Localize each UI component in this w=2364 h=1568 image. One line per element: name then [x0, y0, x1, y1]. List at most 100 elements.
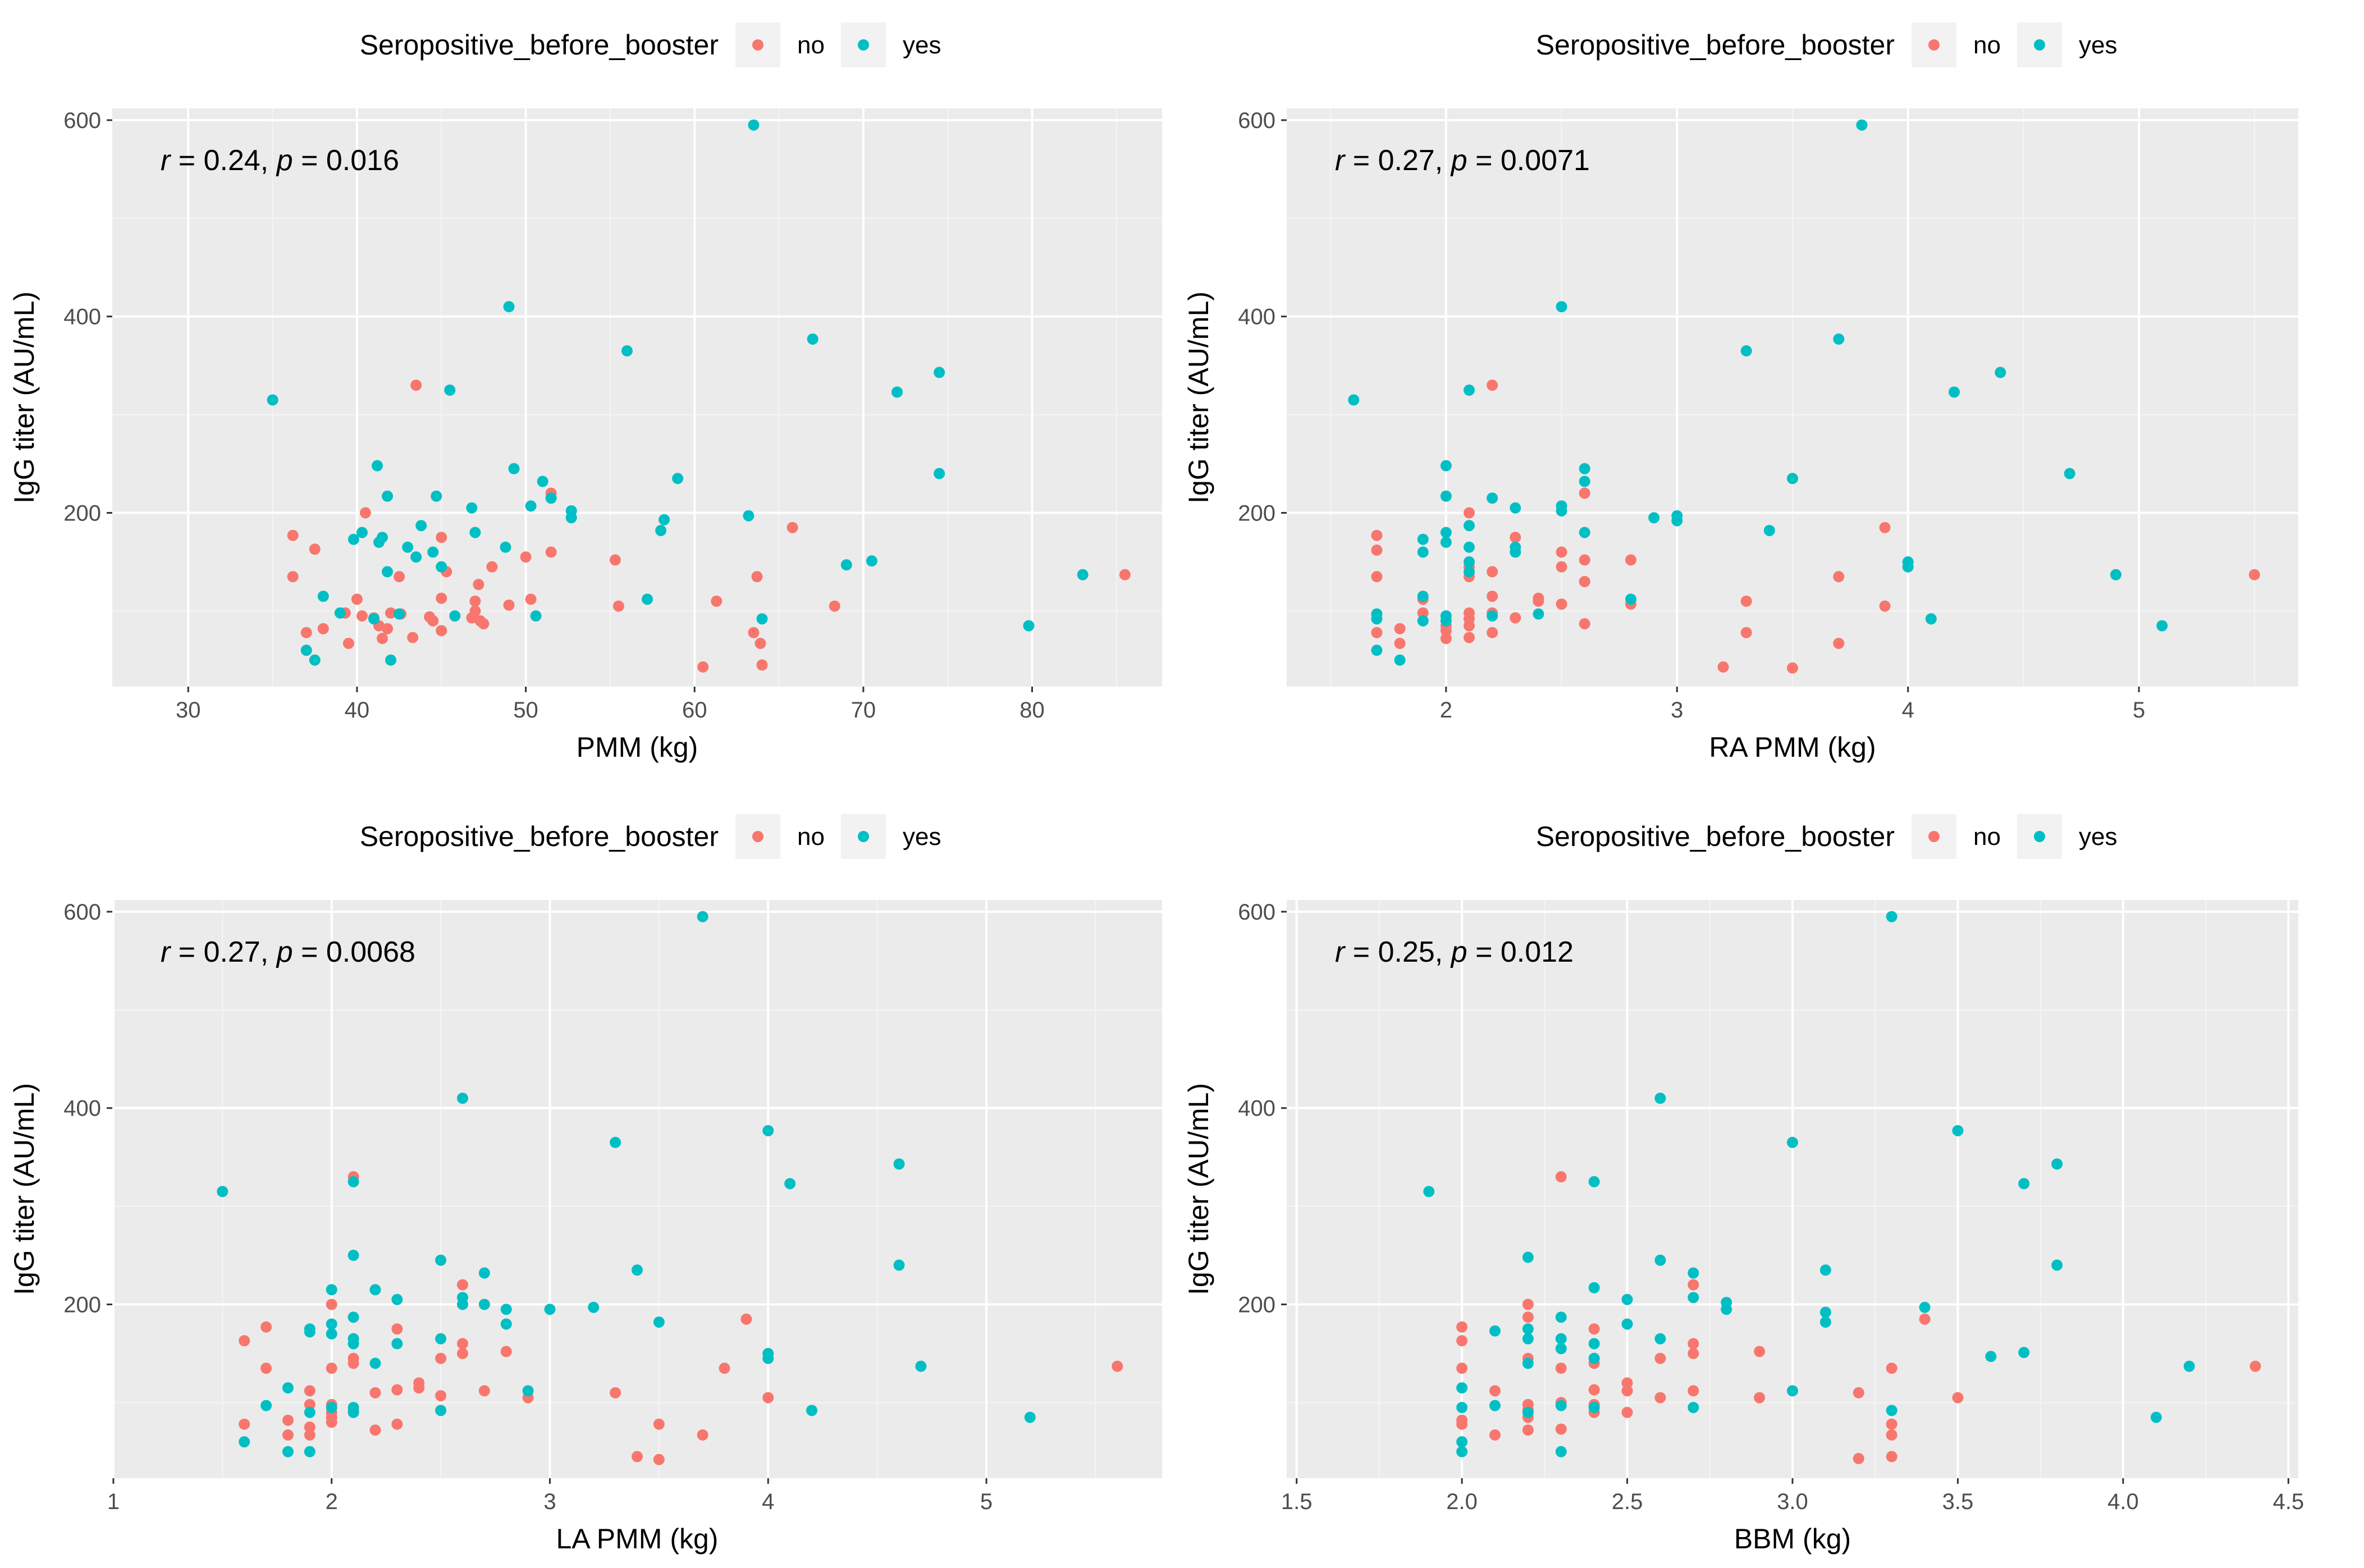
legend: Seropositive_before_booster no yes: [360, 22, 941, 67]
annotation-r-symbol: r: [1335, 144, 1346, 177]
y-tick-label: 400: [63, 1096, 101, 1121]
legend-marker-yes: [2034, 831, 2045, 842]
data-point-yes: [530, 610, 542, 622]
data-point-yes: [743, 510, 755, 522]
data-point-yes: [1902, 561, 1914, 573]
annotation-p-symbol: p: [276, 144, 293, 177]
legend-title: Seropositive_before_booster: [1536, 29, 1895, 61]
data-point-no: [326, 1299, 337, 1310]
series-yes: [217, 911, 1036, 1457]
data-point-yes: [915, 1360, 927, 1372]
data-point-yes: [239, 1436, 250, 1448]
data-point-no: [1853, 1453, 1864, 1465]
data-point-yes: [697, 911, 708, 922]
data-point-no: [1371, 529, 1383, 541]
annotation-p-value: = 0.0068: [293, 936, 415, 968]
annotation-r-symbol: r: [1335, 936, 1346, 968]
data-point-no: [503, 599, 515, 611]
data-point-no: [1522, 1424, 1534, 1436]
data-point-no: [1556, 546, 1567, 558]
data-point-yes: [1579, 463, 1590, 474]
data-point-yes: [1787, 1136, 1798, 1148]
data-point-yes: [1555, 1400, 1567, 1411]
data-point-yes: [655, 524, 667, 536]
data-point-no: [469, 595, 481, 607]
data-point-yes: [1464, 541, 1475, 553]
data-point-yes: [1522, 1251, 1534, 1263]
data-point-no: [391, 1323, 403, 1335]
data-point-yes: [1688, 1402, 1699, 1414]
data-point-yes: [1919, 1301, 1931, 1313]
data-point-yes: [369, 1357, 381, 1369]
data-point-yes: [1985, 1351, 1997, 1363]
data-point-yes: [1487, 610, 1498, 622]
data-point-yes: [1579, 527, 1590, 538]
data-point-no: [377, 633, 388, 644]
annotation-p-symbol: p: [1450, 936, 1467, 968]
data-point-yes: [632, 1264, 643, 1276]
x-tick-label: 5: [980, 1489, 993, 1514]
data-point-no: [653, 1418, 665, 1430]
x-tick-label: 4.0: [2107, 1489, 2139, 1514]
data-point-yes: [304, 1446, 315, 1457]
data-point-yes: [1487, 492, 1498, 504]
legend-marker-no: [1928, 831, 1940, 842]
legend-label-yes: yes: [2079, 31, 2117, 59]
legend: Seropositive_before_booster no yes: [1536, 22, 2117, 67]
data-point-yes: [565, 512, 577, 524]
data-point-yes: [756, 613, 768, 625]
data-point-yes: [1819, 1316, 1831, 1328]
data-point-no: [1371, 544, 1383, 556]
data-point-yes: [435, 1333, 447, 1345]
data-point-no: [391, 1418, 403, 1430]
annotation-p-symbol: p: [276, 936, 293, 968]
data-point-yes: [304, 1326, 315, 1338]
data-point-yes: [1995, 367, 2006, 378]
data-point-no: [410, 380, 422, 391]
data-point-yes: [1819, 1306, 1831, 1318]
data-point-no: [260, 1321, 272, 1333]
data-point-yes: [1533, 608, 1544, 620]
data-point-yes: [1688, 1267, 1699, 1279]
data-point-yes: [326, 1328, 337, 1340]
legend-label-no: no: [797, 823, 825, 851]
y-tick-label: 400: [1238, 1096, 1275, 1121]
data-point-yes: [508, 463, 520, 474]
data-point-yes: [653, 1316, 665, 1328]
data-point-no: [1621, 1406, 1633, 1418]
data-point-no: [609, 554, 621, 566]
data-point-yes: [435, 1405, 447, 1416]
x-axis-title: LA PMM (kg): [556, 1523, 719, 1555]
data-point-no: [1588, 1323, 1600, 1335]
data-point-no: [394, 571, 405, 583]
legend-marker-no: [752, 39, 763, 51]
y-tick-label: 400: [63, 305, 101, 330]
data-point-no: [1555, 1423, 1567, 1435]
data-point-yes: [1464, 566, 1475, 578]
data-point-no: [1394, 623, 1406, 634]
data-point-yes: [934, 367, 945, 378]
data-point-yes: [1371, 644, 1383, 656]
data-point-yes: [1464, 556, 1475, 568]
data-point-no: [382, 623, 394, 634]
data-point-no: [1112, 1360, 1123, 1372]
y-tick-label: 200: [1238, 501, 1275, 525]
data-point-yes: [347, 1338, 359, 1350]
series-no: [287, 380, 1131, 673]
data-point-no: [309, 543, 321, 555]
data-point-no: [359, 507, 371, 519]
data-point-yes: [369, 1284, 381, 1296]
data-point-yes: [1522, 1406, 1534, 1418]
data-point-no: [435, 1352, 447, 1364]
series-yes: [267, 119, 1089, 666]
data-point-no: [697, 1429, 708, 1441]
data-point-yes: [891, 386, 903, 398]
x-tick-label: 1.5: [1281, 1489, 1313, 1514]
data-point-yes: [659, 514, 670, 525]
data-point-no: [456, 1279, 468, 1291]
data-point-yes: [1579, 476, 1590, 487]
x-tick-label: 2: [1440, 698, 1452, 723]
data-point-yes: [762, 1124, 774, 1136]
correlation-annotation: r = 0.24, p = 0.016: [161, 144, 399, 177]
data-point-no: [1654, 1352, 1666, 1364]
